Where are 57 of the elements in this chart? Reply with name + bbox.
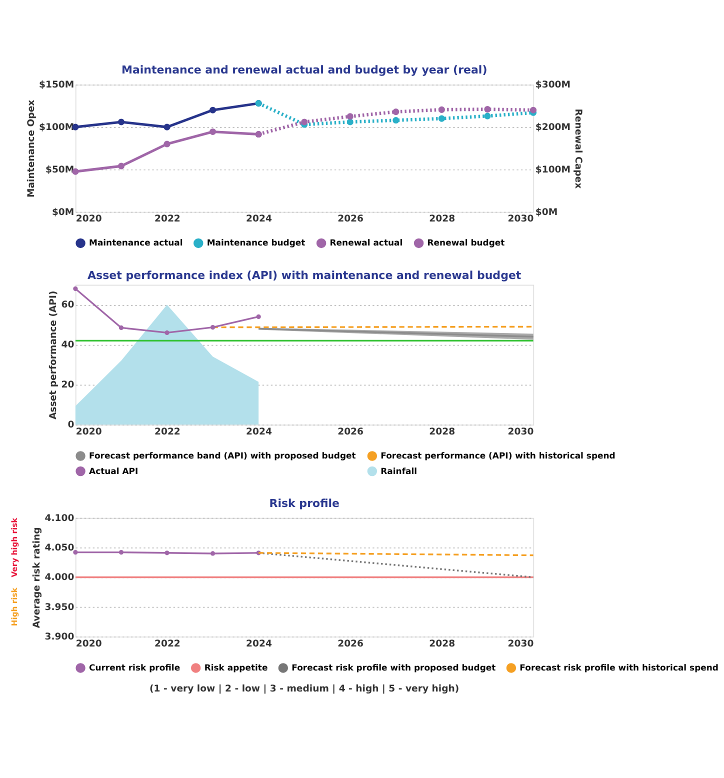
- legend-label: Forecast risk profile with proposed budget: [292, 662, 496, 672]
- legend-label: Forecast performance band (API) with proposed budget: [89, 450, 356, 461]
- x-tick-label: 2026: [338, 638, 364, 650]
- y-tick-label: $0M: [52, 206, 74, 218]
- y-tick-label: 4.100: [44, 512, 75, 524]
- legend-label: Current risk profile: [89, 662, 180, 672]
- y2-axis-title: Renewal Capex: [572, 108, 584, 189]
- x-tick-label: 2022: [154, 426, 180, 438]
- legend-label: Maintenance actual: [89, 238, 183, 248]
- legend-label: Forecast risk profile with historical spend: [520, 662, 718, 672]
- y-tick-label: 4.050: [44, 542, 75, 554]
- y-tick-label: $100M: [38, 122, 74, 134]
- chart-title: Asset performance index (API) with maintenance and renewal budget: [88, 268, 522, 282]
- x-tick-label: 2030: [508, 426, 534, 438]
- y-tick-label: $150M: [38, 80, 74, 91]
- x-tick-label: 2030: [508, 214, 534, 225]
- y-tick-label: 60: [61, 300, 75, 311]
- x-tick-label: 2026: [338, 214, 364, 225]
- legend-label: Risk appetite: [204, 662, 268, 672]
- y-tick-label: 3.950: [44, 602, 75, 613]
- legend-label: Actual API: [89, 466, 138, 476]
- x-tick-label: 2024: [246, 214, 272, 225]
- x-tick-label: 2026: [338, 426, 364, 438]
- legend-label: Maintenance budget: [206, 238, 306, 248]
- x-tick-label: 2020: [76, 638, 102, 650]
- chart-title: Maintenance and renewal actual and budget by year (real): [121, 64, 488, 77]
- y-axis-title: Asset performance (API): [48, 290, 60, 420]
- y2-tick-label: $0M: [535, 206, 558, 218]
- y-tick-label: 3.900: [44, 632, 75, 643]
- legend-label: Renewal actual: [330, 238, 403, 248]
- x-tick-label: 2028: [429, 214, 456, 225]
- y2-tick-label: $200M: [535, 122, 571, 134]
- x-tick-label: 2022: [154, 214, 180, 225]
- x-tick-label: 2024: [246, 638, 272, 650]
- y-tick-label: 4.000: [44, 572, 75, 584]
- legend-label: Forecast performance (API) with historical spend: [380, 450, 616, 461]
- text: (1 - very low | 2 - low | 3 - medium | 4 - high | 5 - very high): [150, 684, 460, 695]
- x-tick-label: 2024: [246, 426, 272, 438]
- y-tick-label: $50M: [45, 164, 74, 176]
- text: High risk: [10, 586, 19, 626]
- x-tick-label: 2030: [508, 638, 534, 650]
- y-tick-label: 40: [61, 340, 75, 351]
- y-tick-label: 20: [61, 380, 75, 391]
- chart-title: Risk profile: [269, 496, 340, 510]
- x-tick-label: 2020: [76, 426, 102, 438]
- y-axis-title: Average risk rating: [32, 527, 43, 628]
- x-tick-label: 2020: [76, 214, 102, 225]
- x-tick-label: 2022: [154, 638, 180, 650]
- text: Very high risk: [10, 516, 19, 578]
- y2-tick-label: $100M: [535, 164, 571, 176]
- x-tick-label: 2028: [429, 638, 456, 650]
- legend-label: Rainfall: [380, 466, 418, 476]
- y2-tick-label: $300M: [535, 80, 571, 91]
- y-axis-title: Maintenance Opex: [26, 100, 37, 198]
- y-tick-label: 0: [68, 420, 75, 431]
- x-tick-label: 2028: [429, 426, 456, 438]
- legend-label: Renewal budget: [427, 238, 505, 248]
